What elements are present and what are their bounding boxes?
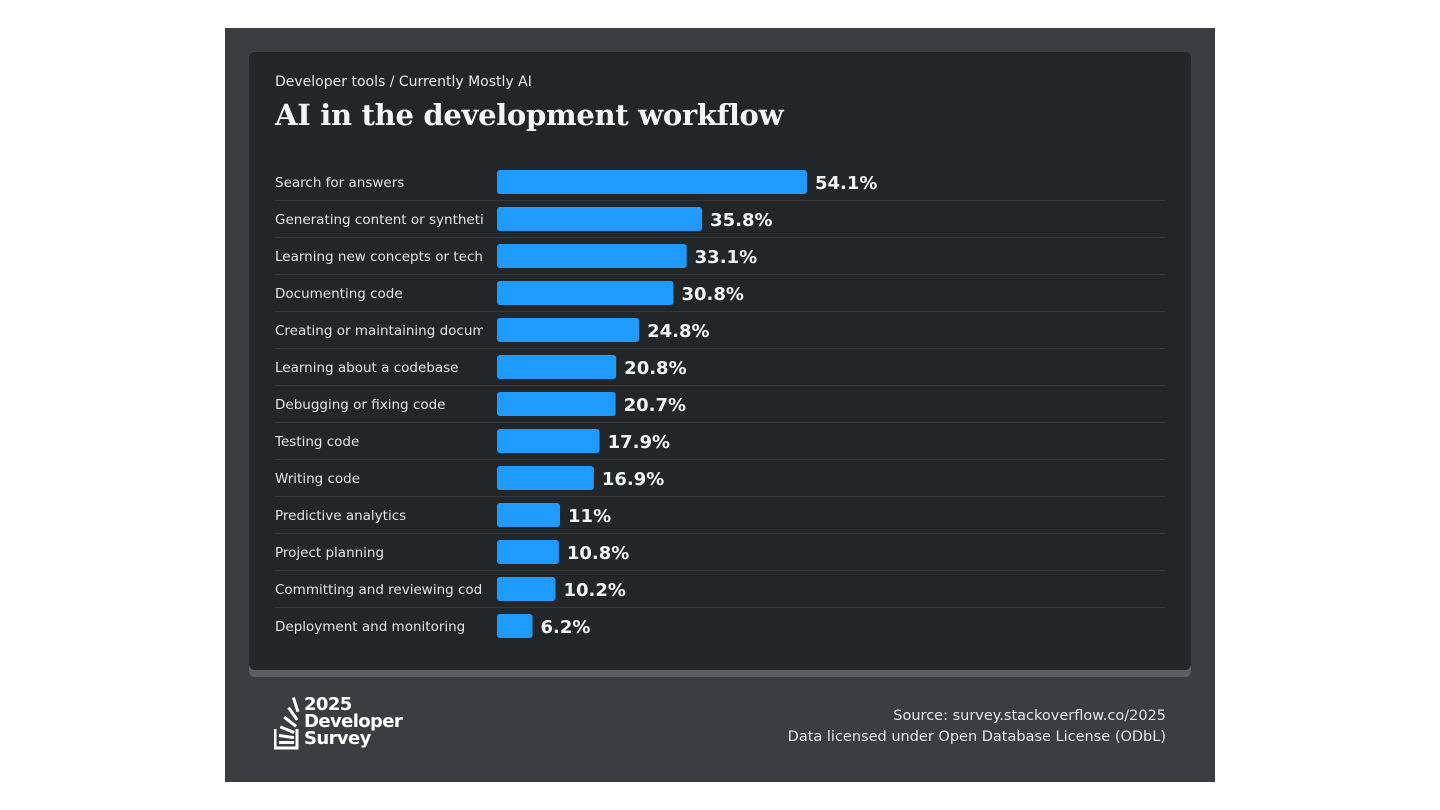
bar[interactable] bbox=[497, 466, 594, 490]
logo-developer: Developer bbox=[304, 711, 403, 732]
value-label: 20.7% bbox=[624, 395, 686, 416]
value-label: 10.2% bbox=[563, 580, 625, 601]
bar[interactable] bbox=[497, 170, 807, 194]
category-label: Search for answers bbox=[275, 175, 404, 191]
value-label: 17.9% bbox=[608, 432, 670, 453]
stack-logo-icon bbox=[274, 697, 300, 750]
logo-survey: Survey bbox=[304, 728, 371, 749]
category-label: Learning about a codebase bbox=[275, 360, 458, 376]
value-label: 10.8% bbox=[567, 543, 629, 564]
value-label: 24.8% bbox=[647, 321, 709, 342]
infographic-frame: Developer tools / Currently Mostly AI AI… bbox=[225, 28, 1215, 782]
category-label: Creating or maintaining documentation bbox=[275, 323, 542, 339]
category-label: Testing code bbox=[274, 434, 359, 450]
category-label: Predictive analytics bbox=[275, 508, 406, 524]
category-label: Project planning bbox=[275, 545, 384, 561]
value-label: 33.1% bbox=[695, 247, 757, 268]
category-label: Deployment and monitoring bbox=[275, 619, 465, 635]
logo-wordmark: 2025 Developer Survey bbox=[304, 694, 403, 749]
bar[interactable] bbox=[497, 244, 687, 268]
value-label: 6.2% bbox=[541, 617, 591, 638]
bar[interactable] bbox=[497, 614, 533, 638]
bar[interactable] bbox=[497, 503, 561, 527]
bar[interactable] bbox=[497, 207, 703, 231]
category-label: Generating content or synthetic data bbox=[275, 212, 526, 228]
breadcrumb: Developer tools / Currently Mostly AI bbox=[275, 74, 532, 90]
bar[interactable] bbox=[497, 429, 600, 453]
category-label: Writing code bbox=[275, 471, 360, 487]
bar[interactable] bbox=[497, 355, 617, 379]
chart-title: AI in the development workflow bbox=[275, 98, 784, 132]
category-label: Committing and reviewing code bbox=[275, 582, 491, 598]
logo-year: 2025 bbox=[304, 694, 352, 715]
bar[interactable] bbox=[497, 318, 640, 342]
value-label: 54.1% bbox=[815, 173, 877, 194]
bar[interactable] bbox=[497, 540, 559, 564]
value-label: 16.9% bbox=[602, 469, 664, 490]
value-label: 20.8% bbox=[624, 358, 686, 379]
value-label: 11% bbox=[568, 506, 611, 527]
license-text: Data licensed under Open Database Licens… bbox=[787, 729, 1166, 745]
bar-chart: Search for answers 54.1% Generating conten… bbox=[274, 170, 1165, 638]
source-credits: Source: survey.stackoverflow.co/2025 Dat… bbox=[788, 706, 1166, 748]
bar[interactable] bbox=[497, 577, 556, 601]
value-label: 30.8% bbox=[681, 284, 743, 305]
chart-card: Developer tools / Currently Mostly AI AI… bbox=[249, 52, 1191, 670]
value-label: 35.8% bbox=[710, 210, 772, 231]
bar[interactable] bbox=[497, 392, 616, 416]
category-label: Debugging or fixing code bbox=[275, 397, 445, 413]
category-label: Learning new concepts or technologies bbox=[275, 249, 539, 265]
category-label: Documenting code bbox=[275, 286, 403, 302]
developer-survey-logo: 2025 Developer Survey bbox=[274, 696, 474, 758]
bar[interactable] bbox=[497, 281, 674, 305]
source-link[interactable]: Source: survey.stackoverflow.co/2025 bbox=[893, 708, 1166, 724]
